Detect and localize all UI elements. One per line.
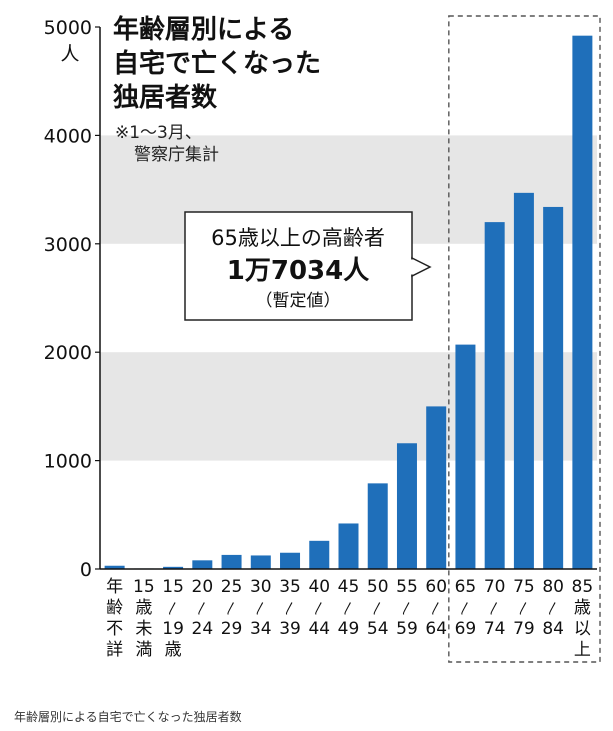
x-tick-label: 〳 xyxy=(517,602,530,617)
x-tick-label: 69 xyxy=(455,619,477,639)
x-tick-label: 満 xyxy=(135,640,152,660)
x-tick-label: 64 xyxy=(425,619,447,639)
x-tick-label: 49 xyxy=(338,619,360,639)
bars xyxy=(104,35,593,570)
x-tick-label: 不 xyxy=(106,619,123,639)
y-tick-label: 3000 xyxy=(44,234,92,256)
x-tick-label: 55 xyxy=(396,577,418,597)
axes xyxy=(95,26,597,570)
x-tick-label: 以 xyxy=(574,619,591,639)
x-tick-label: 40 xyxy=(308,577,330,597)
callout-line-2: 1万7034人 xyxy=(227,256,369,286)
x-tick-label: 39 xyxy=(279,619,301,639)
x-tick-label: 24 xyxy=(192,619,214,639)
x-tick-label: 85 xyxy=(572,577,594,597)
x-tick-label: 齢 xyxy=(106,598,123,618)
x-tick-label: 80 xyxy=(542,577,564,597)
x-tick-label: 詳 xyxy=(106,640,123,660)
x-tick-label: 〳 xyxy=(167,602,180,617)
chart-title-line-1: 年齢層別による xyxy=(113,14,294,45)
x-tick-label: 35 xyxy=(279,577,301,597)
image-caption: 年齢層別による自宅で亡くなった独居者数 xyxy=(14,710,242,724)
y-tick-labels: 0 1000 2000 3000 4000 5000 xyxy=(44,17,92,581)
bar xyxy=(396,443,417,569)
x-tick-labels: 年齢不詳15歳未満15〳19歳20〳2425〳2930〳3435〳3940〳44… xyxy=(106,577,593,660)
x-tick-label: 〳 xyxy=(284,602,297,617)
chart-note-line-1: ※1～3月、 xyxy=(115,123,202,143)
y-tick-label: 2000 xyxy=(44,342,92,364)
x-tick-label: 54 xyxy=(367,619,389,639)
x-tick-label: 84 xyxy=(542,619,564,639)
x-tick-label: 〳 xyxy=(254,602,267,617)
callout-line-1: 65歳以上の高齢者 xyxy=(211,226,385,250)
x-tick-label: 〳 xyxy=(459,602,472,617)
x-tick-label: 未 xyxy=(135,619,152,639)
x-tick-label: 70 xyxy=(484,577,506,597)
y-tick-label: 0 xyxy=(80,559,92,581)
x-tick-label: 44 xyxy=(308,619,330,639)
x-tick-label: 29 xyxy=(221,619,243,639)
bar xyxy=(250,555,271,569)
x-tick-label: 15 xyxy=(162,577,184,597)
bar xyxy=(192,560,213,569)
callout-line-3: （暫定値） xyxy=(256,291,341,311)
x-tick-label: 50 xyxy=(367,577,389,597)
x-tick-label: 〳 xyxy=(371,602,384,617)
bar xyxy=(338,523,359,569)
x-tick-label: 15 xyxy=(133,577,155,597)
x-tick-label: 〳 xyxy=(225,602,238,617)
x-tick-label: 歳 xyxy=(165,640,182,660)
x-tick-label: 75 xyxy=(513,577,535,597)
y-tick-label: 4000 xyxy=(44,125,92,147)
bar xyxy=(484,222,505,569)
bar xyxy=(163,566,184,569)
x-tick-label: 34 xyxy=(250,619,272,639)
bar xyxy=(367,483,388,569)
bar xyxy=(455,344,476,569)
x-tick-label: 45 xyxy=(338,577,360,597)
x-tick-label: 〳 xyxy=(400,602,413,617)
highlight-group xyxy=(448,15,601,663)
y-tick-label: 1000 xyxy=(44,451,92,473)
bar xyxy=(309,540,330,569)
chart-title-line-2: 自宅で亡くなった xyxy=(113,48,321,79)
x-tick-label: 20 xyxy=(192,577,214,597)
x-tick-label: 25 xyxy=(221,577,243,597)
x-tick-label: 59 xyxy=(396,619,418,639)
x-tick-label: 年 xyxy=(106,577,123,597)
x-tick-label: 〳 xyxy=(430,602,443,617)
y-axis-unit: 人 xyxy=(60,43,79,65)
chart-title-line-3: 独居者数 xyxy=(113,83,218,113)
highlight-box xyxy=(448,15,601,663)
x-tick-label: 65 xyxy=(455,577,477,597)
callout-pointer xyxy=(411,256,432,278)
bar xyxy=(221,554,242,569)
bar xyxy=(543,206,564,569)
x-tick-label: 60 xyxy=(425,577,447,597)
x-tick-label: 30 xyxy=(250,577,272,597)
x-tick-label: 歳 xyxy=(135,598,152,618)
bar xyxy=(513,192,534,570)
x-tick-label: 〳 xyxy=(342,602,355,617)
x-tick-label: 〳 xyxy=(313,602,326,617)
bar xyxy=(426,406,447,569)
x-tick-label: 〳 xyxy=(488,602,501,617)
chart-note-line-2: 警察庁集計 xyxy=(134,145,219,165)
x-tick-label: 74 xyxy=(484,619,506,639)
x-tick-label: 〳 xyxy=(547,602,560,617)
callout: 65歳以上の高齢者 1万7034人 （暫定値） xyxy=(184,211,432,321)
callout-box xyxy=(184,211,413,321)
x-tick-label: 〳 xyxy=(196,602,209,617)
x-tick-label: 79 xyxy=(513,619,535,639)
bar xyxy=(280,552,301,569)
x-tick-label: 上 xyxy=(574,640,591,660)
y-tick-label: 5000 xyxy=(44,17,92,39)
chart: 0 1000 2000 3000 4000 5000 年齢不詳 15 歳未満 15 〳 19 歳 20 〳… xyxy=(44,14,601,663)
x-tick-label: 歳 xyxy=(574,598,591,618)
bar xyxy=(104,565,125,569)
x-tick-label: 19 xyxy=(162,619,184,639)
bar xyxy=(572,35,593,570)
